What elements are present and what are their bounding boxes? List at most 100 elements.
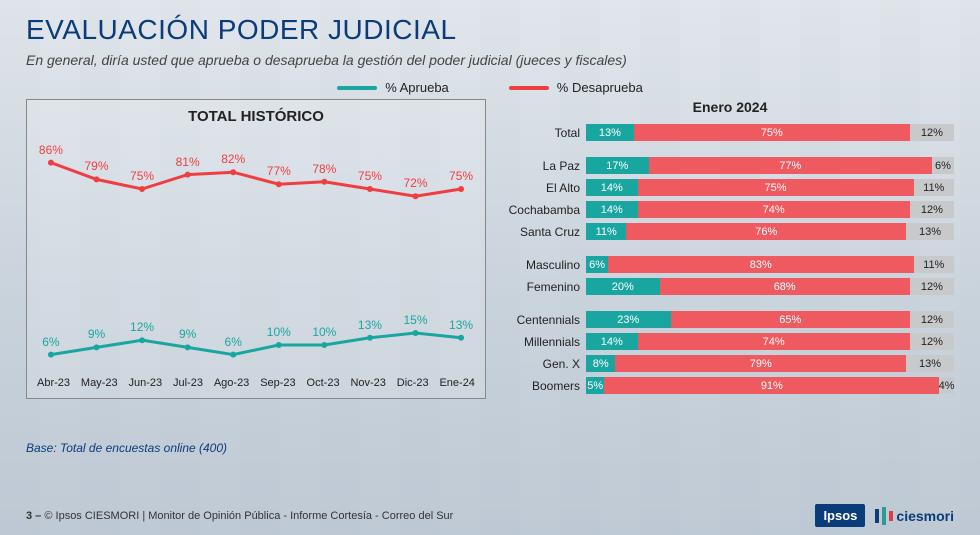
line-marker bbox=[321, 179, 327, 185]
line-marker bbox=[321, 342, 327, 348]
bar-track: 17%77%6% bbox=[586, 157, 954, 174]
bar-track: 8%79%13% bbox=[586, 355, 954, 372]
bar-segment-nsnc: 13% bbox=[906, 355, 954, 372]
bar-segment-approve: 23% bbox=[586, 311, 671, 328]
bar-segment-nsnc: 13% bbox=[906, 223, 954, 240]
bar-row-label: El Alto bbox=[506, 181, 586, 195]
bar-segment-approve: 5% bbox=[586, 377, 604, 394]
bar-row-label: Boomers bbox=[506, 379, 586, 393]
base-note: Base: Total de encuestas online (400) bbox=[26, 441, 486, 455]
line-marker bbox=[230, 169, 236, 175]
bar-group: Total13%75%12% bbox=[506, 123, 954, 142]
line-point-label: 75% bbox=[358, 169, 382, 183]
bar-row-label: Total bbox=[506, 126, 586, 140]
line-marker bbox=[230, 352, 236, 358]
xaxis-tick: Abr-23 bbox=[37, 377, 70, 389]
bar-row: La Paz17%77%6% bbox=[506, 156, 954, 175]
legend-disapprove: % Desaprueba bbox=[509, 80, 643, 95]
line-point-label: 10% bbox=[312, 325, 336, 339]
bar-segment-nsnc: 12% bbox=[910, 278, 954, 295]
bar-segment-disapprove: 65% bbox=[671, 311, 910, 328]
bar-segment-approve: 11% bbox=[586, 223, 626, 240]
ciesmori-logo: ciesmori bbox=[875, 507, 954, 525]
bar-segment-nsnc: 6% bbox=[932, 157, 954, 174]
ciesmori-bar-icon bbox=[875, 509, 879, 523]
xaxis-tick: Ago-23 bbox=[214, 377, 249, 389]
bar-segment-disapprove: 77% bbox=[649, 157, 932, 174]
line-point-label: 13% bbox=[358, 318, 382, 332]
legend-approve: % Aprueba bbox=[337, 80, 449, 95]
bar-row: Masculino6%83%11% bbox=[506, 255, 954, 274]
bar-row-label: Gen. X bbox=[506, 357, 586, 371]
line-chart: TOTAL HISTÓRICO Abr-23May-23Jun-23Jul-23… bbox=[26, 99, 486, 399]
bar-row: El Alto14%75%11% bbox=[506, 178, 954, 197]
line-marker bbox=[367, 186, 373, 192]
line-chart-xaxis: Abr-23May-23Jun-23Jul-23Ago-23Sep-23Oct-… bbox=[37, 377, 475, 389]
line-series-disapprove bbox=[51, 163, 461, 197]
bar-segment-nsnc: 12% bbox=[910, 333, 954, 350]
bar-track: 14%74%12% bbox=[586, 333, 954, 350]
bar-segment-nsnc: 12% bbox=[910, 201, 954, 218]
line-point-label: 9% bbox=[88, 327, 105, 341]
bars-title: Enero 2024 bbox=[506, 99, 954, 115]
line-marker bbox=[94, 344, 100, 350]
line-point-label: 79% bbox=[84, 159, 108, 173]
bar-segment-approve: 14% bbox=[586, 201, 638, 218]
bar-segment-approve: 14% bbox=[586, 333, 638, 350]
survey-question: En general, diría usted que aprueba o de… bbox=[26, 52, 954, 68]
bar-track: 20%68%12% bbox=[586, 278, 954, 295]
bar-segment-nsnc: 11% bbox=[914, 256, 954, 273]
ciesmori-text: ciesmori bbox=[896, 508, 954, 524]
bar-row-label: Santa Cruz bbox=[506, 225, 586, 239]
line-point-label: 15% bbox=[403, 313, 427, 327]
line-marker bbox=[94, 176, 100, 182]
xaxis-tick: Dic-23 bbox=[397, 377, 429, 389]
xaxis-tick: Sep-23 bbox=[260, 377, 295, 389]
line-point-label: 12% bbox=[130, 320, 154, 334]
line-series-approve bbox=[51, 333, 461, 355]
bar-segment-disapprove: 74% bbox=[638, 201, 910, 218]
bar-segment-disapprove: 83% bbox=[608, 256, 913, 273]
bar-row-label: Cochabamba bbox=[506, 203, 586, 217]
line-point-label: 77% bbox=[267, 164, 291, 178]
bar-track: 11%76%13% bbox=[586, 223, 954, 240]
bar-row-label: Masculino bbox=[506, 258, 586, 272]
bar-segment-approve: 8% bbox=[586, 355, 615, 372]
line-marker bbox=[185, 172, 191, 178]
legend: % Aprueba % Desaprueba bbox=[26, 80, 954, 95]
ipsos-logo: Ipsos bbox=[815, 504, 865, 527]
bar-row: Femenino20%68%12% bbox=[506, 277, 954, 296]
legend-approve-swatch bbox=[337, 86, 377, 90]
line-marker bbox=[276, 181, 282, 187]
line-point-label: 78% bbox=[312, 162, 336, 176]
bar-segment-nsnc: 11% bbox=[914, 179, 954, 196]
bar-segment-nsnc: 12% bbox=[910, 124, 954, 141]
bar-row: Santa Cruz11%76%13% bbox=[506, 222, 954, 241]
bar-group: Centennials23%65%12%Millennials14%74%12%… bbox=[506, 310, 954, 395]
bar-segment-disapprove: 91% bbox=[604, 377, 939, 394]
bar-segment-disapprove: 75% bbox=[638, 179, 914, 196]
line-marker bbox=[413, 193, 419, 199]
copyright-text: © Ipsos CIESMORI | Monitor de Opinión Pú… bbox=[44, 510, 453, 522]
bar-row: Total13%75%12% bbox=[506, 123, 954, 142]
page-title: EVALUACIÓN PODER JUDICIAL bbox=[26, 14, 954, 46]
bar-row: Boomers5%91%4% bbox=[506, 376, 954, 395]
line-marker bbox=[367, 335, 373, 341]
bar-row-label: La Paz bbox=[506, 159, 586, 173]
bar-row: Centennials23%65%12% bbox=[506, 310, 954, 329]
xaxis-tick: Jul-23 bbox=[173, 377, 203, 389]
line-point-label: 13% bbox=[449, 318, 473, 332]
bar-segment-disapprove: 68% bbox=[660, 278, 910, 295]
bar-segment-approve: 13% bbox=[586, 124, 634, 141]
legend-approve-label: % Aprueba bbox=[385, 80, 449, 95]
xaxis-tick: May-23 bbox=[81, 377, 118, 389]
ciesmori-bar-icon bbox=[882, 507, 886, 525]
bar-track: 14%75%11% bbox=[586, 179, 954, 196]
bar-row: Cochabamba14%74%12% bbox=[506, 200, 954, 219]
bar-segment-approve: 14% bbox=[586, 179, 638, 196]
bar-segment-disapprove: 74% bbox=[638, 333, 910, 350]
line-marker bbox=[413, 330, 419, 336]
bar-row: Gen. X8%79%13% bbox=[506, 354, 954, 373]
legend-disapprove-swatch bbox=[509, 86, 549, 90]
xaxis-tick: Jun-23 bbox=[128, 377, 162, 389]
